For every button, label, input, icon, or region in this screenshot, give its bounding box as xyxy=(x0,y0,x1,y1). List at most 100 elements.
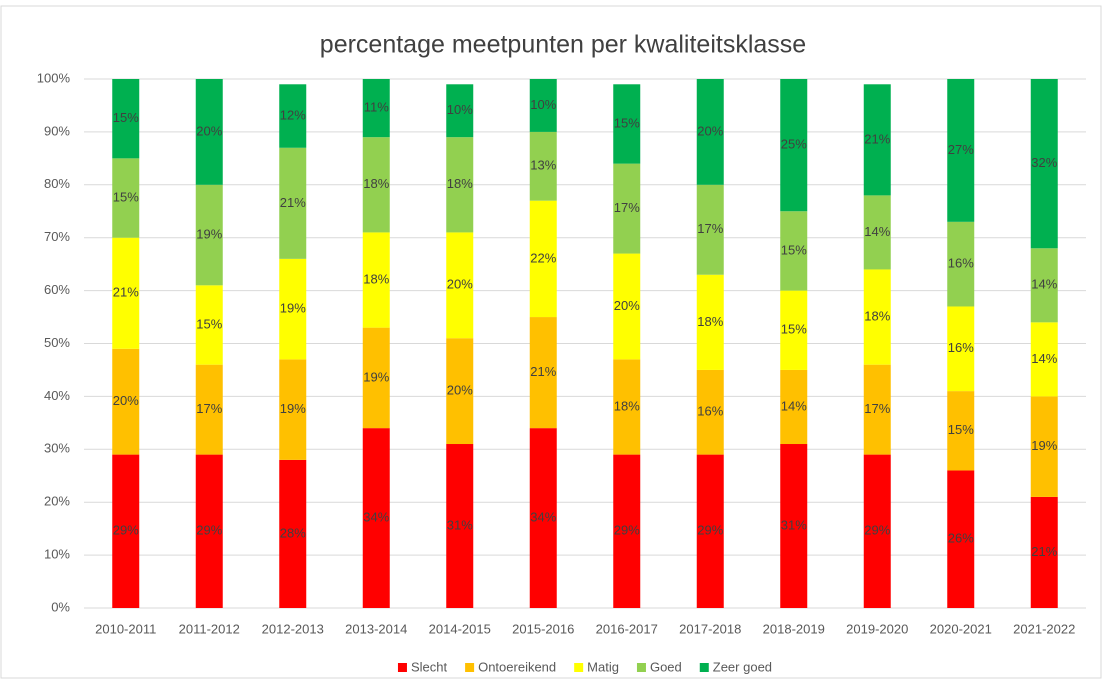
bar-segment xyxy=(112,237,140,349)
bar-segment xyxy=(696,79,724,185)
data-label: 13% xyxy=(530,158,556,173)
bar-segment xyxy=(780,211,808,291)
data-label: 21% xyxy=(280,195,306,210)
data-label: 17% xyxy=(614,200,640,215)
bar-segment xyxy=(195,285,223,365)
bar-segment xyxy=(947,391,975,471)
data-label: 34% xyxy=(530,510,556,525)
bar-segment xyxy=(696,369,724,455)
y-tick-label: 10% xyxy=(44,547,70,562)
y-tick-label: 60% xyxy=(44,282,70,297)
bar-segment xyxy=(279,459,307,608)
bar-segment xyxy=(529,317,557,429)
bar-segment xyxy=(1030,396,1058,497)
bar-segment xyxy=(947,306,975,392)
bar-segment xyxy=(947,470,975,608)
chart-title: percentage meetpunten per kwaliteitsklas… xyxy=(320,31,806,59)
x-tick-label: 2016-2017 xyxy=(596,621,658,636)
data-label: 16% xyxy=(948,256,974,271)
data-label: 20% xyxy=(447,277,473,292)
data-label: 21% xyxy=(1031,544,1057,559)
bar-segment xyxy=(195,364,223,455)
bar-segment xyxy=(613,84,641,164)
legend-label: Goed xyxy=(650,659,682,674)
bar-segment xyxy=(529,131,557,201)
bar-segment xyxy=(780,444,808,608)
y-tick-label: 80% xyxy=(44,176,70,191)
bar-segment xyxy=(947,221,975,307)
bar-segment xyxy=(446,444,474,608)
bar-segment xyxy=(696,184,724,275)
data-label: 19% xyxy=(363,369,389,384)
bar-segment xyxy=(446,338,474,445)
data-label: 29% xyxy=(697,523,723,538)
bar-segment xyxy=(362,327,390,429)
bar-segment xyxy=(362,232,390,328)
data-label: 25% xyxy=(781,137,807,152)
bar-segment xyxy=(112,158,140,238)
y-tick-label: 20% xyxy=(44,494,70,509)
bar-segment xyxy=(195,454,223,608)
data-label: 17% xyxy=(697,221,723,236)
data-label: 14% xyxy=(781,398,807,413)
x-tick-label: 2014-2015 xyxy=(429,621,491,636)
x-tick-label: 2020-2021 xyxy=(930,621,992,636)
data-label: 20% xyxy=(447,383,473,398)
data-label: 21% xyxy=(530,364,556,379)
legend-label: Slecht xyxy=(411,659,448,674)
legend-swatch xyxy=(574,663,584,672)
y-tick-label: 30% xyxy=(44,441,70,456)
x-tick-label: 2021-2022 xyxy=(1013,621,1075,636)
x-tick-label: 2018-2019 xyxy=(763,621,825,636)
legend-label: Matig xyxy=(587,659,619,674)
data-label: 20% xyxy=(614,298,640,313)
x-tick-label: 2010-2011 xyxy=(95,621,156,636)
data-label: 18% xyxy=(614,398,640,413)
bar-segment xyxy=(195,79,223,185)
data-label: 14% xyxy=(1031,351,1057,366)
data-label: 20% xyxy=(196,123,222,138)
data-label: 15% xyxy=(113,189,139,204)
data-label: 34% xyxy=(363,510,389,525)
bar-segment xyxy=(195,184,223,286)
bar-segment xyxy=(1030,79,1058,249)
bar-segment xyxy=(279,84,307,148)
data-label: 16% xyxy=(948,340,974,355)
data-label: 29% xyxy=(614,523,640,538)
bar-segment xyxy=(529,428,557,608)
bar-segment xyxy=(613,454,641,608)
legend-swatch xyxy=(465,663,475,672)
bar-segment xyxy=(863,84,891,196)
bar-segment xyxy=(529,200,557,318)
bar-segment xyxy=(696,454,724,608)
data-label: 15% xyxy=(781,242,807,257)
bar-segment xyxy=(863,364,891,455)
data-label: 15% xyxy=(196,316,222,331)
data-label: 10% xyxy=(447,102,473,117)
data-label: 31% xyxy=(781,517,807,532)
bar-segment xyxy=(1030,248,1058,323)
bar-segment xyxy=(863,195,891,270)
bar-segment xyxy=(780,290,808,370)
y-tick-label: 40% xyxy=(44,388,70,403)
bar-segment xyxy=(613,163,641,254)
data-label: 29% xyxy=(196,523,222,538)
data-label: 22% xyxy=(530,250,556,265)
legend-label: Ontoereikend xyxy=(478,659,556,674)
bar-segment xyxy=(112,79,140,159)
legend-swatch xyxy=(397,663,407,672)
data-label: 27% xyxy=(948,142,974,157)
data-label: 32% xyxy=(1031,155,1057,170)
x-tick-label: 2013-2014 xyxy=(345,621,407,636)
x-tick-label: 2011-2012 xyxy=(179,621,240,636)
data-label: 15% xyxy=(614,115,640,130)
bar-segment xyxy=(529,79,557,132)
x-tick-label: 2019-2020 xyxy=(846,621,908,636)
bar-segment xyxy=(863,269,891,365)
legend-swatch xyxy=(636,663,646,672)
bar-segment xyxy=(1030,496,1058,608)
data-label: 16% xyxy=(697,404,723,419)
data-label: 15% xyxy=(113,110,139,125)
bar-segment xyxy=(863,454,891,608)
